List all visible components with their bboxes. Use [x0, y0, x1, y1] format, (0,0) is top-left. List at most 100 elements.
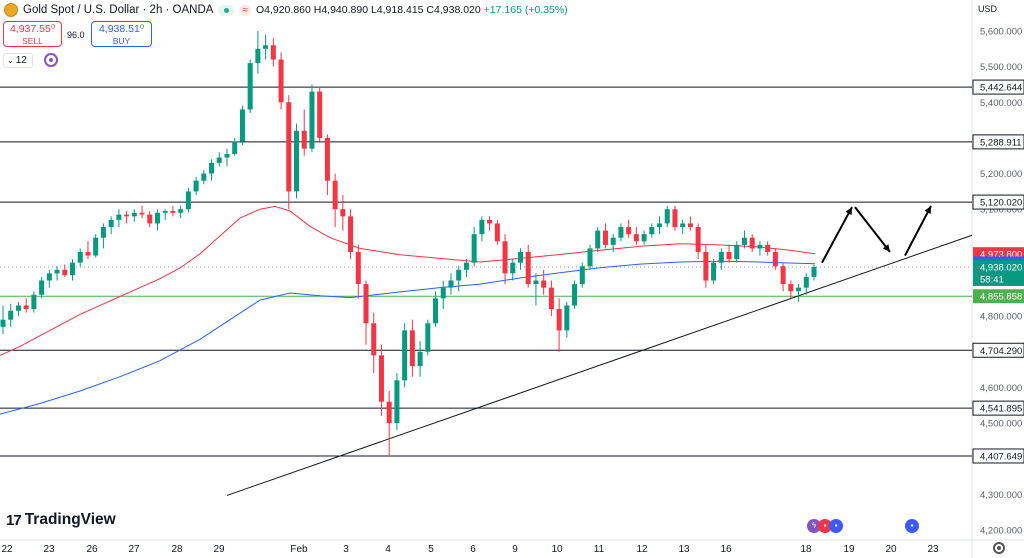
event-flag-icon[interactable]: ▪: [905, 519, 919, 533]
candle: [649, 227, 655, 235]
candle: [209, 162, 215, 174]
candle: [201, 173, 207, 181]
buy-label: BUY: [112, 36, 131, 46]
sell-button[interactable]: 4,937.55⁰ SELL: [3, 21, 62, 47]
candle: [564, 305, 570, 331]
event-lightning-icon[interactable]: ϟ: [807, 519, 821, 533]
current-price-label: 4,938.020: [980, 262, 1022, 273]
candle: [803, 276, 809, 288]
buy-button[interactable]: 4,938.51⁰ BUY: [91, 21, 152, 47]
x-tick-label: 22: [1, 544, 13, 555]
support-price-label: 4,855.858: [980, 292, 1022, 303]
refresh-icon[interactable]: [44, 53, 58, 67]
event-flag-icon[interactable]: ▪: [829, 519, 843, 533]
candle: [687, 223, 693, 228]
projection-arrow: [821, 206, 853, 264]
x-tick-label: 29: [213, 544, 225, 555]
candle: [456, 269, 462, 281]
candle: [70, 262, 76, 276]
projection-arrow: [854, 206, 891, 253]
interval-selector[interactable]: ⌄ 12: [3, 53, 33, 68]
x-tick-label: 9: [512, 544, 518, 555]
x-tick-label: 6: [470, 544, 476, 555]
candle: [147, 214, 153, 224]
candle: [332, 180, 338, 210]
candle: [579, 266, 585, 285]
data-status-icon[interactable]: ≈: [239, 4, 251, 16]
candle: [54, 269, 60, 274]
candle: [510, 262, 516, 274]
candle: [409, 330, 415, 367]
event-flag-icon[interactable]: ▪: [818, 519, 832, 533]
y-tick-label: 4,800.000: [980, 312, 1022, 323]
candle: [726, 251, 732, 260]
current-price-bg: [973, 259, 1024, 286]
candle: [626, 227, 632, 235]
candle: [348, 216, 354, 252]
gear-icon[interactable]: [993, 542, 1005, 554]
candle: [8, 310, 14, 320]
candle: [185, 191, 191, 210]
trendline: [226, 234, 973, 496]
candle: [108, 219, 114, 228]
candle: [46, 273, 52, 281]
candle: [703, 251, 709, 281]
tradingview-logo[interactable]: 17 TradingView: [6, 511, 116, 529]
chart-title[interactable]: Gold Spot / U.S. Dollar · 2h · OANDA: [23, 4, 214, 16]
candle: [216, 157, 222, 163]
candle: [39, 280, 45, 295]
level-price-label: 4,704.290: [980, 346, 1022, 357]
x-tick-label: 10: [551, 544, 563, 555]
candle: [309, 91, 315, 149]
candle: [788, 284, 794, 292]
candle: [471, 234, 477, 263]
currency-selector[interactable]: USD: [978, 4, 998, 14]
candle: [440, 287, 446, 299]
candle: [587, 248, 593, 267]
candle: [402, 330, 408, 381]
ma-red-price-label: 4,973.800: [980, 250, 1022, 261]
candle: [602, 230, 608, 245]
level-price-label: 5,120.020: [980, 198, 1022, 209]
y-tick-label: 5,100.000: [980, 205, 1022, 216]
sell-price: 4,937.55⁰: [9, 23, 56, 35]
x-tick-label: 27: [128, 544, 140, 555]
candle: [641, 234, 647, 242]
candle: [618, 227, 624, 238]
candle: [780, 266, 786, 285]
y-tick-label: 4,500.000: [980, 419, 1022, 430]
candle: [355, 251, 361, 285]
candle: [657, 223, 663, 228]
y-tick-label: 4,200.000: [980, 526, 1022, 537]
candle: [232, 141, 238, 154]
level-price-label-bg: [972, 342, 1024, 358]
candle: [479, 219, 485, 235]
candle: [548, 287, 554, 310]
market-open-icon[interactable]: [218, 4, 235, 16]
x-tick-label: 19: [843, 544, 855, 555]
x-tick-label: 3: [343, 544, 349, 555]
level-price-label-bg: [972, 400, 1024, 416]
candle: [154, 212, 160, 224]
y-tick-label: 5,500.000: [980, 62, 1022, 73]
candle: [741, 237, 747, 245]
y-tick-label: 5,200.000: [980, 169, 1022, 180]
x-tick-label: 20: [885, 544, 897, 555]
candle: [718, 251, 724, 263]
level-price-label: 4,541.895: [980, 404, 1022, 415]
candle: [77, 251, 83, 263]
candle: [487, 219, 493, 224]
candle: [680, 223, 686, 228]
sell-label: SELL: [22, 36, 43, 46]
candle: [433, 298, 439, 324]
candle: [517, 251, 524, 263]
candle: [378, 355, 384, 402]
candle: [162, 210, 168, 213]
gold-symbol-icon: [4, 3, 18, 17]
y-tick-label: 5,400.000: [980, 98, 1022, 109]
countdown-label: 58:41: [980, 274, 1004, 285]
candle: [278, 59, 284, 103]
level-price-label-bg: [972, 194, 1024, 210]
